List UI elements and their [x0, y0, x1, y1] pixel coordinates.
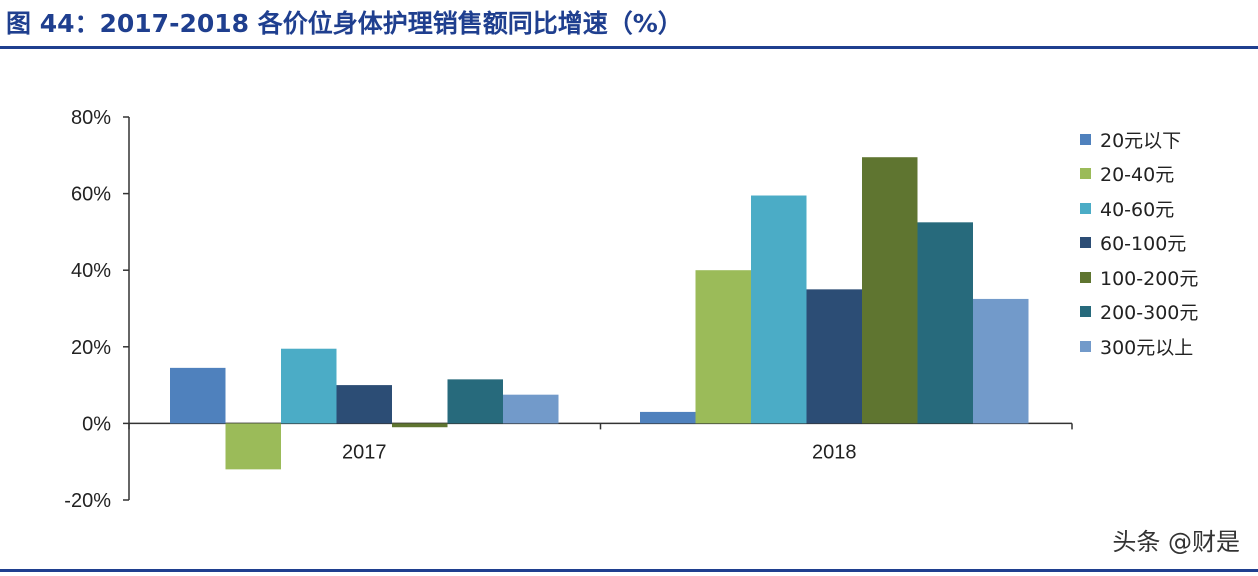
- legend-swatch: [1080, 237, 1091, 249]
- legend-item: 60-100元: [1080, 226, 1198, 261]
- legend-item: 200-300元: [1080, 295, 1198, 330]
- y-tick-label: 20%: [71, 337, 111, 359]
- legend: 20元以下 20-40元 40-60元 60-100元 100-200元 200-300元…: [1080, 122, 1198, 364]
- bar: [392, 423, 448, 428]
- bar: [336, 385, 392, 424]
- bar: [640, 411, 696, 424]
- x-category-label: 2017: [342, 441, 387, 463]
- bar: [973, 298, 1029, 424]
- legend-swatch: [1080, 306, 1091, 318]
- bars: [170, 157, 1029, 470]
- bar: [806, 289, 862, 424]
- bar: [862, 157, 918, 424]
- bar: [695, 270, 751, 424]
- legend-swatch: [1080, 202, 1091, 214]
- bar: [170, 367, 226, 424]
- bar: [225, 423, 281, 470]
- legend-swatch: [1080, 340, 1091, 352]
- labels: -20% 0% 20% 40% 60% 80% 2017 2018: [64, 107, 856, 512]
- legend-label: 20-40元: [1100, 164, 1175, 187]
- legend-item: 300元以上: [1080, 329, 1198, 364]
- bar: [503, 394, 559, 424]
- y-tick-label: 60%: [71, 184, 111, 206]
- legend-item: 20-40元: [1080, 157, 1198, 192]
- legend-item: 100-200元: [1080, 260, 1198, 295]
- y-tick-label: 40%: [71, 260, 111, 282]
- title-rule: [0, 46, 1258, 49]
- legend-label: 60-100元: [1100, 233, 1187, 256]
- legend-item: 40-60元: [1080, 191, 1198, 226]
- x-category-label: 2018: [812, 441, 857, 463]
- legend-label: 100-200元: [1100, 267, 1199, 290]
- chart-title: 图 44：2017-2018 各价位身体护理销售额同比增速（%）: [6, 9, 683, 38]
- legend-swatch: [1080, 168, 1091, 180]
- legend-item: 20元以下: [1080, 122, 1198, 157]
- footer-rule: [0, 569, 1258, 572]
- y-tick-label: 80%: [71, 107, 111, 129]
- legend-label: 300元以上: [1100, 336, 1194, 359]
- bar: [917, 222, 973, 424]
- bar: [281, 348, 337, 424]
- legend-swatch: [1080, 271, 1091, 283]
- bar: [447, 379, 503, 424]
- y-tick-label: -20%: [64, 490, 111, 512]
- legend-label: 20元以下: [1100, 129, 1182, 152]
- y-tick-label: 0%: [82, 413, 111, 435]
- legend-label: 40-60元: [1100, 198, 1175, 221]
- legend-label: 200-300元: [1100, 302, 1199, 325]
- bar: [751, 195, 807, 424]
- watermark: 头条 @财是: [1112, 528, 1240, 556]
- legend-swatch: [1080, 133, 1091, 145]
